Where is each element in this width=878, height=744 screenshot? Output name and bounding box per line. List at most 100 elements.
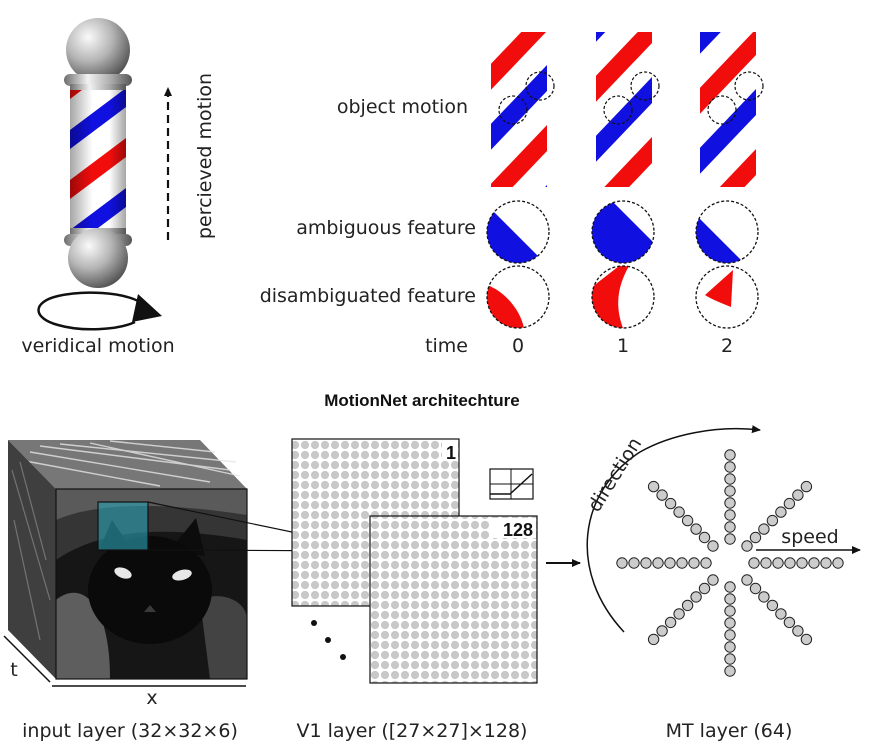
activation-function-icon — [489, 468, 534, 500]
mt-unit — [724, 497, 736, 509]
pole-top-rim — [64, 74, 132, 86]
mt-unit — [652, 557, 664, 569]
cat-eye-right — [172, 569, 192, 581]
time-label: time — [425, 335, 468, 357]
mt-unit — [616, 557, 628, 569]
mt-unit — [741, 540, 753, 552]
axis-t — [3, 635, 51, 683]
mt-unit — [724, 521, 736, 533]
aperture-circle — [525, 71, 555, 101]
input-layer-caption: input layer (32×32×6) — [22, 720, 238, 742]
mt-units — [616, 449, 844, 677]
aperture-circle — [498, 95, 528, 125]
barber-pole — [64, 18, 132, 288]
object-motion-tiles — [491, 32, 764, 187]
mt-unit — [766, 599, 779, 612]
mt-unit — [748, 557, 760, 569]
mt-unit — [656, 625, 668, 637]
pole-stripes — [70, 90, 126, 230]
mt-unit — [681, 514, 694, 527]
mt-unit — [698, 531, 711, 544]
mt-unit — [758, 523, 770, 535]
stripe-tile-t2 — [700, 32, 764, 187]
direction-label: direction — [584, 434, 647, 516]
mt-unit — [783, 497, 796, 510]
mt-unit — [758, 591, 770, 603]
mt-unit — [808, 557, 820, 569]
mt-unit — [628, 557, 640, 569]
ambiguous-disc-t0 — [486, 200, 550, 264]
mt-unit — [673, 506, 685, 518]
v1-sheet-last-index: 128 — [503, 520, 533, 540]
mt-unit — [724, 473, 736, 485]
mt-unit — [775, 608, 787, 620]
mt-unit — [681, 599, 694, 612]
row-labels: object motion ambiguous feature disambig… — [260, 96, 476, 357]
object-motion-label: object motion — [337, 96, 468, 118]
mt-unit — [792, 489, 804, 501]
mt-unit — [766, 514, 779, 527]
mt-unit — [673, 608, 685, 620]
disambiguated-feature-label: disambiguated feature — [260, 285, 476, 307]
mt-unit — [647, 633, 660, 646]
stripe-tile-t1 — [596, 32, 660, 187]
mt-unit — [664, 497, 677, 510]
cube-side-face — [8, 440, 56, 679]
mt-unit — [749, 531, 762, 544]
mt-unit — [724, 581, 736, 593]
mt-unit — [676, 557, 688, 569]
aperture-circle — [734, 71, 764, 101]
mt-layer-caption: MT layer (64) — [666, 720, 793, 742]
axis-x-label: x — [146, 687, 157, 709]
mt-unit — [760, 557, 772, 569]
mt-unit — [724, 509, 736, 521]
mt-unit — [698, 582, 711, 595]
speed-label: speed — [781, 526, 838, 548]
mt-unit — [796, 557, 808, 569]
disambiguated-disc-t0 — [486, 265, 550, 329]
mt-unit — [832, 557, 844, 569]
v1-sheet-first-index: 1 — [446, 443, 456, 463]
mt-unit — [775, 506, 787, 518]
mt-unit — [724, 665, 736, 677]
v1-layer-caption: V1 layer ([27×27]×128) — [297, 720, 528, 742]
aperture-circle — [630, 71, 660, 101]
mt-unit — [664, 557, 676, 569]
direction-arc-arrow — [586, 425, 761, 633]
disambiguated-disc-t2 — [695, 265, 759, 329]
mt-unit — [749, 582, 762, 595]
ambiguous-disc-t2 — [695, 200, 759, 264]
mt-unit — [724, 641, 736, 653]
mt-unit — [647, 480, 660, 493]
cat-eye-left — [114, 567, 132, 579]
ambiguous-disc-t1 — [591, 200, 655, 264]
axis-t-label: t — [10, 659, 17, 681]
pole-bottom-ball — [68, 228, 128, 288]
mt-unit — [707, 574, 719, 586]
cube-front-face — [56, 489, 247, 679]
stripe-tile-t0 — [491, 32, 555, 187]
mt-unit — [724, 629, 736, 641]
perceived-motion-label: percieved motion — [194, 73, 216, 239]
feature-discs — [486, 200, 759, 329]
mt-unit — [820, 557, 832, 569]
mt-unit — [724, 449, 736, 461]
cube-top-face — [8, 440, 247, 489]
disambiguated-disc-t1 — [591, 265, 655, 329]
time-value-2: 2 — [721, 335, 733, 357]
time-value-1: 1 — [617, 335, 629, 357]
mt-unit — [690, 523, 702, 535]
aperture-circle — [707, 95, 737, 125]
time-value-0: 0 — [512, 335, 524, 357]
cube-side-streaks — [11, 461, 51, 641]
mt-unit — [724, 533, 736, 545]
mt-unit — [772, 557, 784, 569]
mt-unit — [800, 480, 813, 493]
v1-ellipsis-dots — [311, 620, 346, 660]
pole-top-ball — [66, 18, 130, 82]
mt-layer: direction speed — [584, 425, 861, 677]
mt-unit — [724, 461, 736, 473]
mt-unit — [707, 540, 719, 552]
mt-unit — [792, 625, 804, 637]
